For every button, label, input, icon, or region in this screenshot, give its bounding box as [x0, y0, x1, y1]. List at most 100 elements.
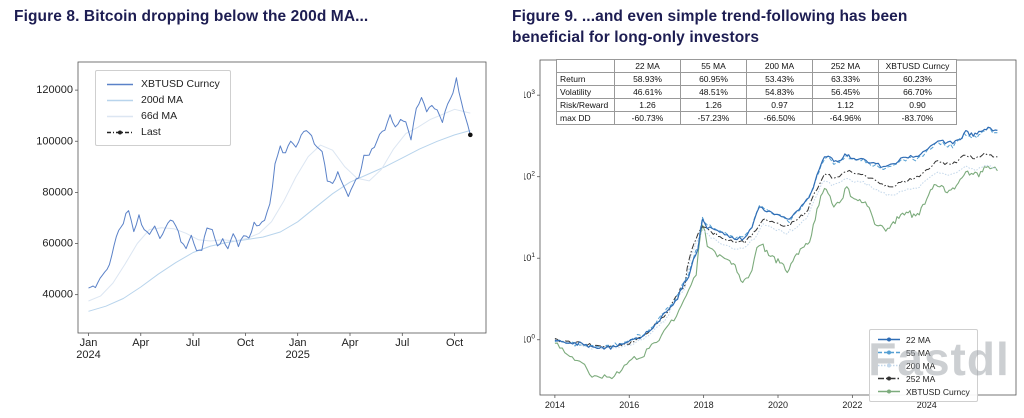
stats-row-label: Volatility: [556, 85, 615, 99]
legend-line-sample-icon: [107, 115, 133, 117]
stats-row: max DD -60.73% -57.23% -66.50% -64.96% -83.70…: [556, 111, 957, 125]
stats-value-cell: 0.90: [878, 98, 957, 112]
y-tick-label: 80000: [42, 186, 73, 198]
legend-item-xbtusd-curncy: XBTUSD Curncy: [877, 385, 970, 398]
x-tick-sublabel: 2024: [76, 349, 100, 361]
legend-item-200d-ma: 200d MA: [106, 92, 220, 108]
legend-line-sample-icon: [878, 376, 900, 381]
stats-header-cell: 22 MA: [614, 59, 681, 73]
stats-row-label: Return: [556, 72, 615, 86]
series-line-xbtusd-curncy: [554, 165, 998, 380]
legend-item-label: Last: [141, 126, 161, 138]
x-tick-label: Apr: [132, 337, 149, 349]
stats-value-cell: 46.61%: [614, 85, 681, 99]
figure9-legend: 22 MA 55 MA 200 MA 252 MA XBTUSD Curncy: [869, 329, 978, 402]
figure8-title: Figure 8. Bitcoin dropping below the 200…: [14, 8, 369, 25]
x-tick-label: Jan: [289, 337, 307, 349]
legend-line-sample-icon: [107, 130, 133, 134]
legend-item-label: 22 MA: [906, 334, 931, 345]
last-value-marker: [468, 132, 473, 138]
series-line-22-ma: [554, 126, 998, 350]
stats-value-cell: 54.83%: [746, 85, 813, 99]
legend-item-label: 252 MA: [906, 373, 936, 384]
stats-value-cell: 1.12: [812, 98, 879, 112]
stats-value-cell: 56.45%: [812, 85, 879, 99]
legend-line-sample-icon: [107, 99, 133, 101]
legend-item-label: 200 MA: [906, 360, 936, 371]
x-tick-label: Jul: [395, 337, 409, 349]
x-tick-label: 2018: [694, 400, 714, 410]
legend-line-sample-icon: [878, 363, 900, 368]
stats-value-cell: 60.95%: [680, 72, 747, 86]
legend-item-label: 200d MA: [141, 94, 184, 106]
x-tick-label: Jan: [80, 337, 98, 349]
y-tick-label: 40000: [42, 289, 73, 301]
x-tick-label: 2020: [768, 400, 788, 410]
stats-value-cell: 1.26: [680, 98, 747, 112]
x-tick-label: Jul: [186, 337, 200, 349]
series-line-200-ma: [554, 164, 998, 350]
x-tick-label: Apr: [341, 337, 358, 349]
x-tick-label: 2024: [917, 400, 937, 410]
figure8-legend: XBTUSD Curncy 200d MA 66d MA Last: [95, 70, 231, 146]
legend-item-66d-ma: 66d MA: [106, 108, 220, 124]
y-tick-label: 103: [524, 89, 535, 100]
stats-value-cell: -83.70%: [878, 111, 957, 125]
y-tick-label: 100: [524, 334, 535, 345]
stats-row: Risk/Reward 1.26 1.26 0.97 1.12 0.90: [556, 98, 957, 112]
series-line-66d-ma: [88, 108, 471, 302]
stats-value-cell: 53.43%: [746, 72, 813, 86]
y-tick-label: 102: [524, 171, 535, 182]
y-tick-label: 120000: [36, 84, 73, 96]
stats-row-label: max DD: [556, 111, 615, 125]
legend-item-label: 66d MA: [141, 110, 178, 122]
x-tick-label: Oct: [446, 337, 463, 349]
legend-line-sample-icon: [878, 350, 900, 355]
stats-row: Return 58.93% 60.95% 53.43% 63.33% 60.23%: [556, 72, 957, 86]
stats-value-cell: -64.96%: [812, 111, 879, 125]
legend-item-label: 55 MA: [906, 347, 931, 358]
legend-item-200-ma: 200 MA: [877, 359, 970, 372]
stats-value-cell: 66.70%: [878, 85, 957, 99]
legend-item-252-ma: 252 MA: [877, 372, 970, 385]
stats-header-cell: XBTUSD Curncy: [878, 59, 957, 73]
stats-value-cell: -66.50%: [746, 111, 813, 125]
legend-item-55-ma: 55 MA: [877, 346, 970, 359]
stats-header-cell: 200 MA: [746, 59, 813, 73]
stats-row: Volatility 46.61% 48.51% 54.83% 56.45% 66.70%: [556, 85, 957, 99]
figure9-title: Figure 9. ...and even simple trend-follo…: [512, 6, 1016, 48]
plot-frame: [77, 61, 487, 334]
stats-value-cell: 1.26: [614, 98, 681, 112]
figure9-title-line2: beneficial for long-only investors: [512, 29, 760, 46]
legend-line-sample-icon: [878, 389, 900, 394]
stats-value-cell: -60.73%: [614, 111, 681, 125]
stats-value-cell: -57.23%: [680, 111, 747, 125]
figure9-chart: 100 101 102 103 2014 2016 2018 2020 2022 2024: [524, 59, 1017, 410]
legend-item-label: XBTUSD Curncy: [906, 386, 970, 397]
stats-header-cell: 55 MA: [680, 59, 747, 73]
stats-row-label: Risk/Reward: [556, 98, 615, 112]
x-tick-label: Oct: [237, 337, 254, 349]
stats-value-cell: 63.33%: [812, 72, 879, 86]
y-tick-label: 60000: [42, 238, 73, 250]
legend-line-sample-icon: [878, 337, 900, 342]
stats-value-cell: 48.51%: [680, 85, 747, 99]
series-line-55-ma: [554, 127, 998, 349]
x-tick-label: 2014: [545, 400, 565, 410]
x-tick-sublabel: 2025: [285, 349, 309, 361]
figure9-stats-table: 22 MA 55 MA 200 MA 252 MA XBTUSD Curncy Retur…: [556, 59, 957, 125]
stats-value-cell: 0.97: [746, 98, 813, 112]
y-tick-label: 100000: [36, 135, 73, 147]
stats-value-cell: 60.23%: [878, 72, 957, 86]
x-tick-label: 2022: [842, 400, 862, 410]
legend-item-22-ma: 22 MA: [877, 333, 970, 346]
series-line-xbtusd-curncy: [88, 77, 471, 289]
stats-header-cell: 252 MA: [812, 59, 879, 73]
legend-line-sample-icon: [107, 83, 133, 85]
stats-value-cell: 58.93%: [614, 72, 681, 86]
stats-header-cell: [556, 59, 615, 73]
series-line-200d-ma: [88, 130, 471, 312]
figure9-title-line1: Figure 9. ...and even simple trend-follo…: [512, 8, 908, 25]
